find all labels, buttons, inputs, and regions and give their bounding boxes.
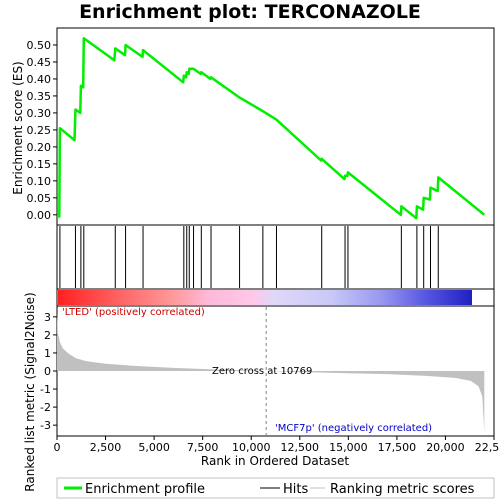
- metric-x-tick-label: 5,000: [138, 441, 170, 454]
- hit-markers: [59, 226, 439, 288]
- es-y-tick-label: 0.00: [27, 209, 52, 222]
- negative-correlation-label: 'MCF7p' (negatively correlated): [275, 423, 432, 434]
- legend-item-enrichment: Enrichment profile: [85, 482, 205, 497]
- metric-x-tick-label: 10,000: [232, 441, 271, 454]
- metric-x-tick-label: 2,500: [90, 441, 122, 454]
- metric-y-tick-label: 2: [44, 329, 51, 342]
- enrichment-profile-line: [57, 36, 486, 220]
- ranking-metric-area: [57, 313, 485, 433]
- rank-color-bar: [56, 288, 495, 307]
- metric-y-axis-label: Ranked list metric (Signal2Noise): [23, 292, 37, 491]
- es-y-tick-label: 0.10: [27, 175, 52, 188]
- zero-cross-label: Zero cross at 10769: [212, 366, 312, 377]
- es-y-axis-label: Enrichment score (ES): [11, 61, 25, 194]
- metric-x-tick-label: 15,000: [329, 441, 368, 454]
- enrichment-score-panel: 0.00 0.05 0.10 0.15 0.20 0.25 0.30 0.35 0.40 0.45…: [11, 27, 495, 226]
- metric-y-tick-label: 3: [44, 311, 51, 324]
- es-y-tick-label: 0.45: [27, 56, 52, 69]
- metric-x-tick-label: 12,500: [281, 441, 320, 454]
- es-y-tick-label: 0.50: [27, 39, 52, 52]
- hits-panel: [56, 224, 495, 290]
- legend-item-metric: Ranking metric scores: [330, 482, 475, 497]
- positive-correlation-label: 'LTED' (positively correlated): [62, 307, 205, 318]
- metric-y-axis: 3 2 1 0 -1 -2 -3: [40, 311, 57, 432]
- metric-x-tick-label: 20,000: [426, 441, 465, 454]
- es-y-tick-label: 0.25: [27, 124, 52, 137]
- es-plot-frame: [56, 27, 495, 226]
- legend: Enrichment profile Hits Ranking metric s…: [56, 477, 495, 499]
- color-bar-gradient: [58, 290, 472, 305]
- es-y-tick-label: 0.35: [27, 90, 52, 103]
- metric-x-axis: 0 2,500 5,000 7,500 10,000 12,500 15,000 17,500…: [54, 436, 500, 454]
- legend-item-hits: Hits: [283, 482, 308, 497]
- ranked-metric-panel: 3 2 1 0 -1 -2 -3 0 2,500 5,000 7,500 10,000 12,500 1…: [23, 292, 500, 491]
- metric-x-tick-label: 22,500: [475, 441, 500, 454]
- metric-y-tick-label: -2: [40, 401, 51, 414]
- chart-title: Enrichment plot: TERCONAZOLE: [79, 1, 421, 23]
- es-y-axis: 0.00 0.05 0.10 0.15 0.20 0.25 0.30 0.35 0.40 0.45…: [27, 39, 57, 222]
- metric-y-tick-label: -1: [40, 383, 51, 396]
- metric-x-tick-label: 0: [54, 441, 61, 454]
- metric-y-tick-label: 1: [44, 347, 51, 360]
- metric-x-axis-label: Rank in Ordered Dataset: [201, 454, 349, 468]
- es-y-tick-label: 0.20: [27, 141, 52, 154]
- es-y-tick-label: 0.15: [27, 158, 52, 171]
- es-y-tick-label: 0.40: [27, 73, 52, 86]
- es-y-tick-label: 0.05: [27, 192, 52, 205]
- metric-y-tick-label: 0: [44, 365, 51, 378]
- es-y-tick-label: 0.30: [27, 107, 52, 120]
- metric-x-tick-label: 17,500: [378, 441, 417, 454]
- metric-x-tick-label: 7,500: [187, 441, 219, 454]
- metric-y-tick-label: -3: [40, 419, 51, 432]
- hits-frame: [56, 224, 495, 290]
